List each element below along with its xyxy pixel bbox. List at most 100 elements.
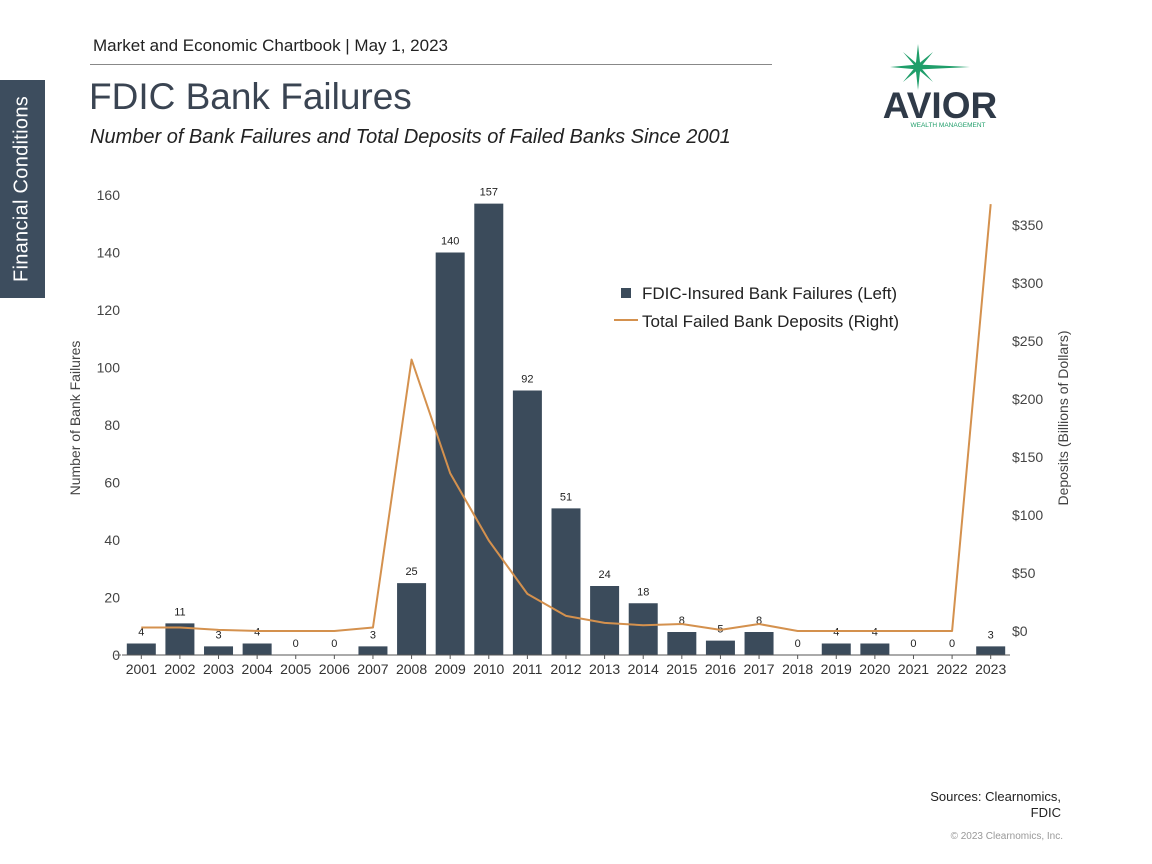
bar-value-label: 3 (370, 629, 376, 641)
chart-legend: FDIC-Insured Bank Failures (Left) Total F… (614, 284, 899, 331)
x-tick-label: 2013 (589, 661, 620, 677)
bar-value-label: 25 (405, 566, 417, 578)
bar-value-label: 4 (138, 627, 144, 639)
bar (397, 583, 427, 655)
x-tick-label: 2023 (975, 661, 1006, 677)
bar (512, 390, 542, 655)
x-tick-label: 2020 (859, 661, 890, 677)
bar-series (126, 203, 1006, 655)
left-y-tick-label: 40 (104, 532, 120, 548)
side-tab: Financial Conditions (0, 80, 45, 298)
x-tick-label: 2015 (666, 661, 697, 677)
x-tick-label: 2016 (705, 661, 736, 677)
left-y-tick-label: 160 (97, 187, 121, 203)
bar (705, 640, 735, 655)
bar-value-label: 51 (560, 491, 572, 503)
x-tick-label: 2003 (203, 661, 234, 677)
x-tick-label: 2009 (435, 661, 466, 677)
bar (126, 643, 156, 655)
bar-value-label: 0 (910, 638, 916, 650)
bar-value-label: 4 (872, 627, 878, 639)
bar-value-label: 4 (254, 627, 260, 639)
bar-value-label: 18 (637, 586, 649, 598)
line-series (141, 204, 992, 632)
star-icon (890, 44, 970, 90)
x-tick-label: 2001 (126, 661, 157, 677)
x-tick-label: 2008 (396, 661, 427, 677)
bar-value-label: 0 (331, 638, 337, 650)
bar (667, 632, 697, 655)
bar (474, 203, 504, 655)
bar (242, 643, 272, 655)
logo-wordmark: AVIOR (883, 85, 997, 126)
x-tick-label: 2018 (782, 661, 813, 677)
copyright: © 2023 Clearnomics, Inc. (950, 831, 1063, 842)
bar-value-label: 3 (215, 629, 221, 641)
bar (860, 643, 890, 655)
x-tick-label: 2019 (821, 661, 852, 677)
x-tick-label: 2017 (743, 661, 774, 677)
right-y-tick-label: $200 (1012, 391, 1043, 407)
bar (551, 508, 581, 655)
right-axis-title: Deposits (Billions of Dollars) (1055, 330, 1071, 505)
bar-value-label: 8 (679, 615, 685, 627)
bar (435, 252, 465, 655)
x-axis: 2001 2002 2003 2004 2005 2006 2007 2008 2009 2010… (122, 654, 1010, 677)
deposits-line (141, 204, 992, 632)
bar-value-label: 0 (795, 638, 801, 650)
bar (744, 632, 774, 655)
sources-line-1: Sources: Clearnomics, (930, 789, 1061, 804)
left-y-tick-label: 100 (97, 360, 121, 376)
right-y-tick-label: $350 (1012, 217, 1043, 233)
right-y-tick-label: $300 (1012, 275, 1043, 291)
legend-bar-swatch (621, 288, 631, 298)
x-tick-label: 2004 (242, 661, 273, 677)
bar-value-label: 0 (949, 638, 955, 650)
page-title: FDIC Bank Failures (89, 76, 412, 117)
bar (976, 646, 1006, 655)
x-tick-label: 2021 (898, 661, 929, 677)
bar-value-label: 11 (174, 606, 185, 618)
header-divider (90, 64, 772, 65)
bar-value-label: 0 (293, 638, 299, 650)
x-tick-label: 2006 (319, 661, 350, 677)
legend-bar-label: FDIC-Insured Bank Failures (Left) (642, 284, 897, 303)
bar (821, 643, 851, 655)
x-tick-label: 2002 (164, 661, 195, 677)
bar (628, 603, 658, 655)
x-tick-label: 2011 (512, 661, 542, 677)
right-y-axis: $0 $50 $100 $150 $200 $250 $300 $350 (1012, 217, 1043, 639)
right-y-tick-label: $50 (1012, 565, 1036, 581)
bar-value-label: 140 (441, 236, 459, 248)
right-y-tick-label: $250 (1012, 333, 1043, 349)
left-axis-title: Number of Bank Failures (67, 341, 83, 496)
chartbook-header: Market and Economic Chartbook | May 1, 2… (93, 36, 448, 55)
bar-value-label: 3 (988, 629, 994, 641)
bar-value-label: 4 (833, 627, 839, 639)
legend-line-label: Total Failed Bank Deposits (Right) (642, 312, 899, 331)
bar-value-label: 92 (521, 374, 533, 386)
left-y-tick-label: 80 (104, 417, 120, 433)
bar-value-label: 8 (756, 615, 762, 627)
logo-tagline: WEALTH MANAGEMENT (911, 122, 986, 129)
x-tick-label: 2022 (937, 661, 968, 677)
sources-note: Sources: Clearnomics, FDIC (930, 789, 1061, 821)
bar (204, 646, 234, 655)
left-y-tick-label: 140 (97, 245, 121, 261)
left-y-tick-label: 120 (97, 302, 121, 318)
page-subtitle: Number of Bank Failures and Total Deposi… (90, 126, 731, 148)
bar (358, 646, 388, 655)
left-y-tick-label: 20 (104, 590, 120, 606)
right-y-tick-label: $100 (1012, 507, 1043, 523)
left-y-tick-label: 60 (104, 475, 120, 491)
x-tick-label: 2005 (280, 661, 311, 677)
x-tick-label: 2014 (628, 661, 659, 677)
right-y-tick-label: $0 (1012, 623, 1028, 639)
sources-line-2: FDIC (1030, 805, 1061, 820)
x-tick-label: 2007 (357, 661, 388, 677)
x-tick-label: 2012 (550, 661, 581, 677)
right-y-tick-label: $150 (1012, 449, 1043, 465)
